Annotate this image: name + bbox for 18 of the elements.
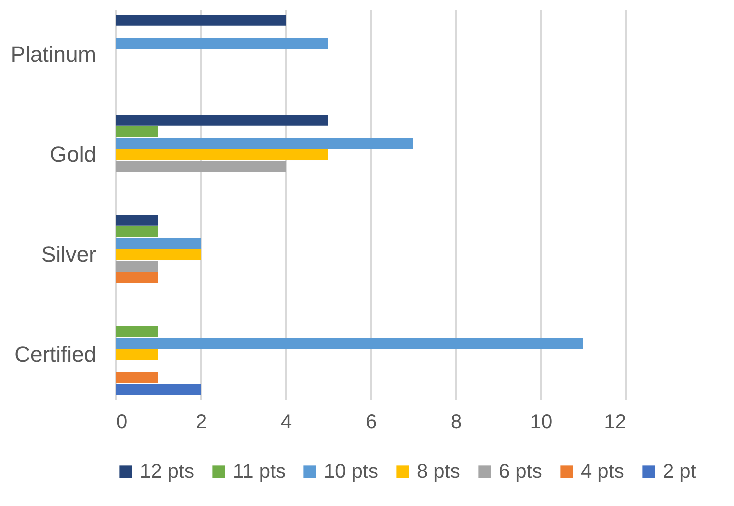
x-tick-label: 6 [366, 412, 378, 434]
y-tick-label: Certified [14, 342, 96, 367]
legend-label: 8 pts [417, 461, 460, 483]
legend-label: 2 pt [663, 461, 697, 483]
legend-label: 12 pts [140, 461, 194, 483]
x-tick-label: 10 [530, 412, 553, 434]
y-tick-label: Silver [41, 242, 96, 267]
y-tick-label: Gold [50, 142, 96, 167]
y-tick-label: Platinum [10, 42, 96, 67]
x-tick-label: 4 [280, 412, 292, 434]
legend-label: 11 pts [233, 461, 286, 483]
legend-label: 10 pts [324, 461, 378, 483]
legend-label: 4 pts [581, 461, 624, 483]
x-tick-label: 12 [604, 412, 626, 434]
x-tick-label: 8 [450, 412, 462, 434]
legend-label: 6 pts [499, 461, 542, 483]
x-tick-label: 2 [196, 412, 208, 434]
x-tick-label: 0 [116, 412, 128, 434]
